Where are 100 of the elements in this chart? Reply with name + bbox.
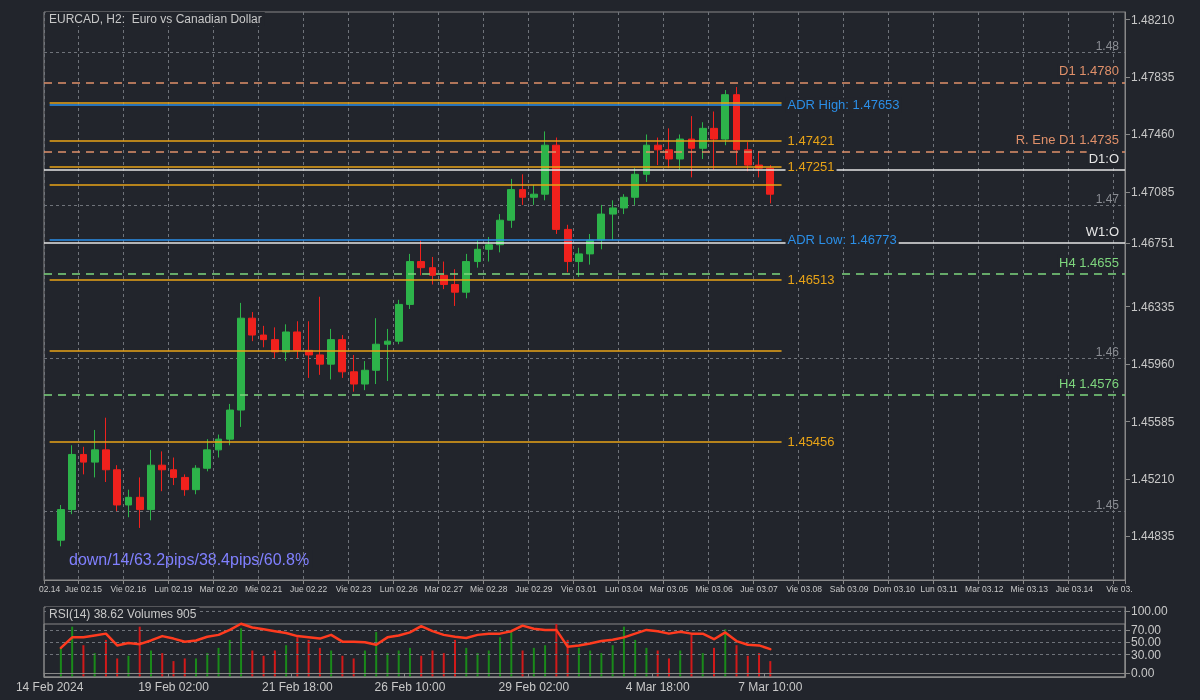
- ref-line-label: ADR Low: 1.46773: [787, 232, 897, 248]
- bar: [622, 626, 625, 677]
- candlestick: [192, 464, 200, 495]
- candlestick: [429, 256, 436, 286]
- bar: [149, 650, 152, 677]
- bar: [532, 647, 535, 677]
- x-tick-label: 7 Mar 10:00: [738, 680, 803, 694]
- candlestick: [507, 178, 515, 229]
- bar: [499, 637, 502, 677]
- x-tick-label: Mar 02.27: [424, 583, 464, 594]
- x-tick-label: 29 Feb 02:00: [498, 680, 570, 694]
- bar: [600, 653, 603, 677]
- candlestick: [519, 173, 526, 206]
- x-tick-label: Sab 03.09: [829, 583, 869, 594]
- y-tick-label: 1.47085: [1131, 184, 1175, 199]
- x-tick-label: Lun 03.04: [605, 583, 644, 594]
- ref-line-label: H4 1.4655: [1059, 254, 1119, 270]
- bar: [82, 645, 85, 677]
- y-tick-label: 50.00: [1131, 635, 1162, 650]
- candlestick: [575, 247, 583, 278]
- candlestick: [181, 473, 189, 497]
- candlestick: [372, 317, 380, 385]
- y-tick-label: 1.48210: [1131, 12, 1175, 27]
- bar: [408, 647, 411, 677]
- ref-line-label: 1.47251: [787, 158, 835, 174]
- bar: [285, 645, 288, 677]
- candlestick: [654, 137, 662, 166]
- ref-line-label: ADR High: 1.47653: [787, 97, 900, 113]
- candlestick: [147, 449, 155, 521]
- candlestick: [293, 320, 301, 359]
- candlestick: [327, 328, 335, 380]
- x-tick-label: Jue 02.22: [289, 583, 328, 594]
- candlestick: [721, 89, 729, 146]
- y-tick-label: 100.00: [1131, 604, 1169, 619]
- bar: [59, 647, 62, 677]
- candlestick: [226, 403, 234, 446]
- x-tick-label: Jue 03.07: [740, 583, 778, 594]
- x-tick-label: Mar 02.20: [199, 583, 238, 594]
- y-tick-label: 0.00: [1131, 666, 1155, 681]
- ref-line-label: 1.47421: [787, 132, 835, 148]
- y-tick-label: 70.00: [1131, 622, 1162, 637]
- bar: [521, 650, 524, 677]
- candlestick: [485, 236, 493, 263]
- x-tick-label: Lun 02.26: [379, 583, 418, 594]
- ref-line-label: H4 1.4576: [1059, 375, 1119, 391]
- x-tick-label: Lun 02.19: [154, 583, 193, 594]
- bar: [240, 628, 243, 677]
- x-tick-label: Jue 03.14: [1055, 583, 1094, 594]
- y-tick-label: 1.46335: [1131, 299, 1175, 314]
- candlestick: [620, 193, 628, 215]
- candlestick: [361, 360, 369, 391]
- x-tick-label: Mie 03.06: [695, 583, 733, 594]
- candlestick: [665, 127, 673, 169]
- x-tick-label: 26 Feb 10:00: [374, 680, 446, 694]
- y-tick-label: 1.45960: [1131, 357, 1175, 372]
- candlestick: [57, 504, 65, 547]
- bar: [262, 655, 265, 677]
- bar: [420, 655, 423, 677]
- candlestick: [102, 417, 110, 483]
- bar: [330, 650, 333, 677]
- candlestick: [113, 464, 121, 512]
- candlestick: [260, 325, 267, 348]
- bar: [228, 639, 231, 677]
- candlestick: [609, 199, 617, 241]
- y-tick-label: 1.47835: [1131, 70, 1175, 85]
- x-tick-label: 21 Feb 18:00: [261, 680, 334, 694]
- x-tick-label: 4 Mar 18:00: [625, 680, 691, 694]
- candlestick: [631, 167, 639, 206]
- bar: [667, 658, 670, 677]
- candlestick: [91, 429, 99, 478]
- candlestick: [158, 450, 166, 492]
- bar: [442, 653, 445, 677]
- candlestick: [350, 354, 358, 393]
- y2-tick-label: 1.46: [1095, 345, 1120, 360]
- candlestick: [237, 302, 245, 428]
- x-tick-label: Mar 03.05: [649, 583, 689, 594]
- candlestick: [316, 296, 324, 376]
- bar: [217, 647, 220, 677]
- bar: [195, 658, 198, 677]
- candlestick: [395, 299, 403, 345]
- y-tick-label: 1.44835: [1131, 529, 1175, 544]
- x-tick-label: 14 Feb 2024: [15, 680, 84, 694]
- x-tick-label: 02.14: [38, 583, 61, 594]
- bar: [645, 647, 648, 677]
- bar: [296, 637, 299, 677]
- chart-title: EURCAD, H2: Euro vs Canadian Dollar: [49, 12, 262, 26]
- ref-line-label: 1.45456: [787, 433, 835, 449]
- y-tick-label: 1.46751: [1131, 236, 1175, 251]
- candlestick: [552, 137, 560, 235]
- bar: [251, 650, 254, 677]
- x-tick-label: Jue 02.29: [515, 583, 553, 594]
- bar: [454, 639, 457, 677]
- candlestick: [474, 239, 481, 269]
- candlestick: [80, 446, 87, 475]
- bar: [318, 647, 321, 677]
- candlestick: [125, 489, 132, 518]
- ref-line-label: D1 1.4780: [1059, 63, 1119, 79]
- x-tick-label: Vie 02.16: [110, 583, 147, 594]
- bar: [431, 650, 434, 677]
- annotation: down/14/63.2pips/38.4pips/60.8%: [69, 550, 310, 568]
